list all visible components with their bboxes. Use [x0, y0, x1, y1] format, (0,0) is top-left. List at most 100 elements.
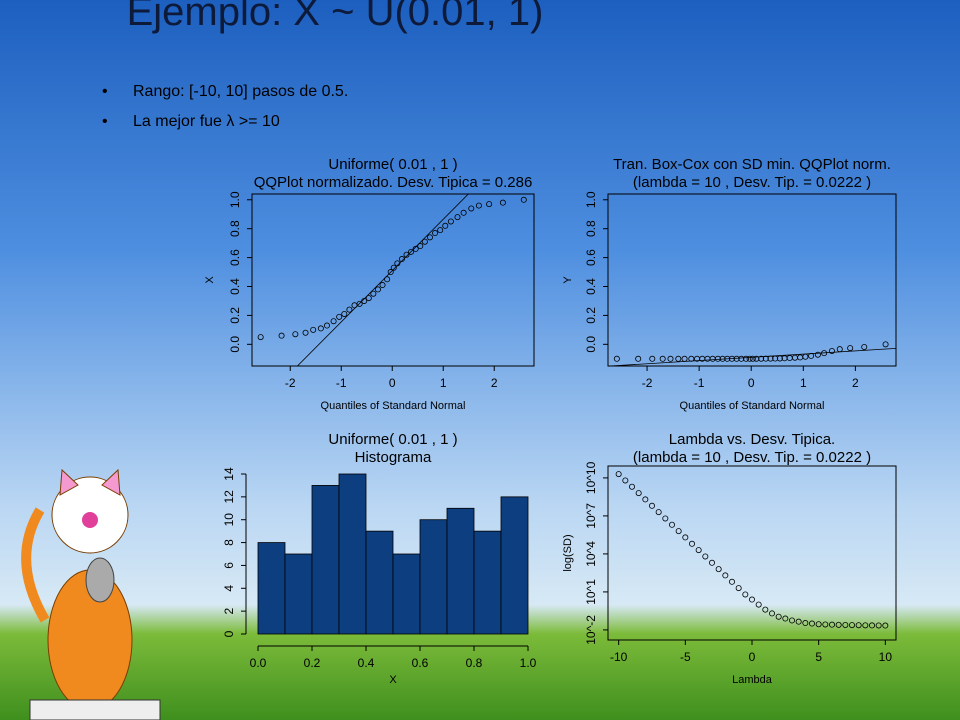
bar — [500, 496, 529, 635]
point — [635, 490, 642, 497]
point — [613, 355, 620, 362]
point — [875, 622, 882, 629]
point — [649, 355, 656, 362]
point — [802, 620, 809, 627]
point — [460, 209, 467, 216]
point — [791, 354, 798, 361]
x-tick-label: 0.4 — [358, 656, 375, 670]
y-tick-label: 0.2 — [228, 307, 242, 324]
point — [809, 620, 816, 627]
x-tick-label: -2 — [642, 376, 653, 390]
y-tick-label: 0.0 — [228, 336, 242, 353]
point — [642, 496, 649, 503]
point — [655, 509, 662, 516]
point — [769, 610, 776, 617]
chart-subtitle: QQPlot normalizado. Desv. Tipica = 0.286 — [254, 174, 533, 191]
point — [292, 331, 299, 338]
plot-area — [257, 473, 529, 635]
x-tick-label: 0.6 — [412, 656, 429, 670]
point — [704, 355, 711, 362]
point — [681, 355, 688, 362]
bar — [257, 542, 286, 635]
point — [442, 222, 449, 229]
bar — [311, 485, 340, 635]
y-tick-label: 8 — [222, 539, 236, 546]
point — [365, 295, 372, 302]
y-tick-label: 10^7 — [584, 503, 598, 529]
point — [709, 559, 716, 566]
point — [715, 566, 722, 573]
y-tick-label: 12 — [222, 490, 236, 504]
point — [842, 621, 849, 628]
chart-title: Lambda vs. Desv. Tipica. — [669, 431, 835, 448]
point — [437, 227, 444, 234]
point — [468, 205, 475, 212]
point — [486, 201, 493, 208]
reference-line — [296, 194, 469, 366]
point — [520, 196, 527, 203]
y-tick-label: 0.4 — [228, 278, 242, 295]
point — [447, 218, 454, 225]
x-tick-label: 0.2 — [304, 656, 321, 670]
point — [615, 471, 622, 478]
point — [689, 540, 696, 547]
chart-subtitle: Histograma — [355, 449, 432, 466]
point — [336, 313, 343, 320]
point — [758, 355, 765, 362]
bar — [419, 519, 448, 635]
point — [709, 355, 716, 362]
point — [390, 264, 397, 271]
plot-area — [615, 471, 889, 629]
point — [454, 214, 461, 221]
point — [849, 622, 856, 629]
x-tick-label: 2 — [491, 376, 498, 390]
y-tick-label: 14 — [222, 467, 236, 481]
point — [735, 585, 742, 592]
x-tick-label: 0 — [389, 376, 396, 390]
x-tick-label: 1.0 — [520, 656, 537, 670]
x-tick-label: -1 — [336, 376, 347, 390]
point — [722, 572, 729, 579]
chart-title: Uniforme( 0.01 , 1 ) — [328, 431, 457, 448]
y-tick-label: 0.8 — [584, 220, 598, 237]
point — [762, 606, 769, 613]
x-tick-label: 0 — [749, 650, 756, 664]
y-tick-label: 6 — [222, 562, 236, 569]
x-tick-label: -5 — [680, 650, 691, 664]
point — [714, 355, 721, 362]
point — [795, 618, 802, 625]
point — [835, 621, 842, 628]
x-tick-label: -10 — [610, 650, 628, 664]
y-tick-label: 10^10 — [584, 461, 598, 494]
point — [629, 483, 636, 490]
point — [802, 353, 809, 360]
point — [836, 346, 843, 353]
plot-area — [257, 194, 527, 366]
bar — [446, 507, 475, 635]
point — [323, 322, 330, 329]
point — [257, 334, 264, 341]
point — [702, 553, 709, 560]
point — [374, 286, 381, 293]
point — [317, 325, 324, 332]
y-tick-label: 2 — [222, 607, 236, 614]
point — [815, 621, 822, 628]
x-tick-label: 1 — [800, 376, 807, 390]
x-tick-label: -2 — [285, 376, 296, 390]
point — [869, 622, 876, 629]
y-tick-label: 0.4 — [584, 278, 598, 295]
point — [789, 617, 796, 624]
bullet: Rango: [-10, 10] pasos de 0.5. — [102, 83, 348, 101]
point — [412, 245, 419, 252]
point — [749, 355, 756, 362]
point — [417, 243, 424, 250]
point — [667, 355, 674, 362]
y-tick-label: 4 — [222, 585, 236, 592]
x-tick-label: 2 — [852, 376, 859, 390]
point — [749, 596, 756, 603]
y-axis-label: log(SD) — [562, 534, 574, 571]
y-tick-label: 1.0 — [584, 191, 598, 208]
point — [675, 355, 682, 362]
point — [635, 355, 642, 362]
